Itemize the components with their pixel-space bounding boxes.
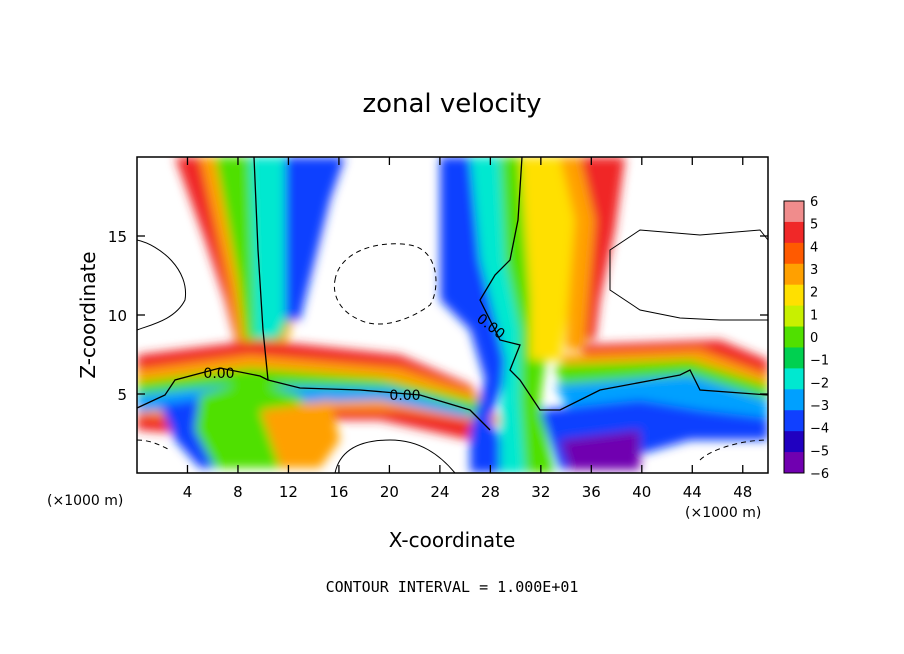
colorbar-swatch	[784, 326, 804, 348]
velocity-field	[137, 157, 768, 473]
x-unit-right: (×1000 m)	[685, 505, 761, 521]
contour-interval-footer: CONTOUR INTERVAL = 1.000E+01	[326, 578, 579, 596]
x-tick-label: 32	[531, 483, 550, 501]
colorbar-swatch	[784, 452, 804, 474]
colorbar-label: 0	[810, 331, 818, 346]
y-tick-label: 15	[108, 228, 127, 246]
x-unit-left: (×1000 m)	[47, 493, 123, 509]
colorbar-label: −4	[810, 422, 829, 437]
colorbar-swatch	[784, 410, 804, 432]
colorbar-swatch	[784, 201, 804, 223]
colorbar-swatch	[784, 368, 804, 390]
x-tick-label: 4	[183, 483, 193, 501]
colorbar-label: −2	[810, 376, 829, 391]
y-axis: 5 10 15	[108, 228, 768, 404]
x-axis: 4 8 12 16 20 24 28 32 36 40 44 48	[183, 157, 752, 501]
x-axis-label: X-coordinate	[389, 528, 516, 552]
colorbar-label: −3	[810, 399, 829, 414]
colorbar-swatch	[784, 389, 804, 411]
y-tick-label: 5	[117, 386, 127, 404]
x-tick-label: 8	[233, 483, 243, 501]
x-tick-label: 40	[632, 483, 651, 501]
x-tick-label: 16	[329, 483, 348, 501]
x-tick-label: 44	[683, 483, 702, 501]
colorbar-label: 2	[810, 286, 818, 301]
chart-title: zonal velocity	[362, 89, 541, 119]
colorbar-label: −1	[810, 354, 829, 369]
contour-label: 0.00	[389, 388, 420, 404]
colorbar-swatch	[784, 284, 804, 307]
colorbar-swatch	[784, 305, 804, 328]
colorbar-label: 5	[810, 218, 818, 233]
colorbar: 6 5 4 3 2 1 0 −1 −2 −3 −4 −5 −6	[783, 195, 829, 482]
colorbar-label: 1	[810, 308, 818, 323]
x-tick-label: 28	[481, 483, 500, 501]
x-tick-label: 48	[733, 483, 752, 501]
contour-lines	[137, 157, 768, 473]
x-tick-label: 12	[279, 483, 298, 501]
y-tick-label: 10	[108, 307, 127, 325]
x-tick-label: 20	[380, 483, 399, 501]
colorbar-label: −5	[810, 444, 829, 459]
y-axis-label: Z-coordinate	[76, 251, 100, 378]
colorbar-label: −6	[810, 467, 829, 482]
contour-label: 0.00	[203, 366, 234, 382]
x-tick-label: 24	[430, 483, 449, 501]
colorbar-label: 4	[810, 240, 818, 255]
colorbar-swatch	[784, 347, 804, 369]
colorbar-swatch	[784, 263, 804, 286]
colorbar-label: 3	[810, 263, 818, 278]
colorbar-swatch	[784, 242, 804, 265]
x-tick-label: 36	[582, 483, 601, 501]
colorbar-frame	[783, 200, 805, 474]
colorbar-swatch	[784, 221, 804, 244]
colorbar-label: 6	[810, 195, 818, 210]
colorbar-swatch	[784, 431, 804, 453]
